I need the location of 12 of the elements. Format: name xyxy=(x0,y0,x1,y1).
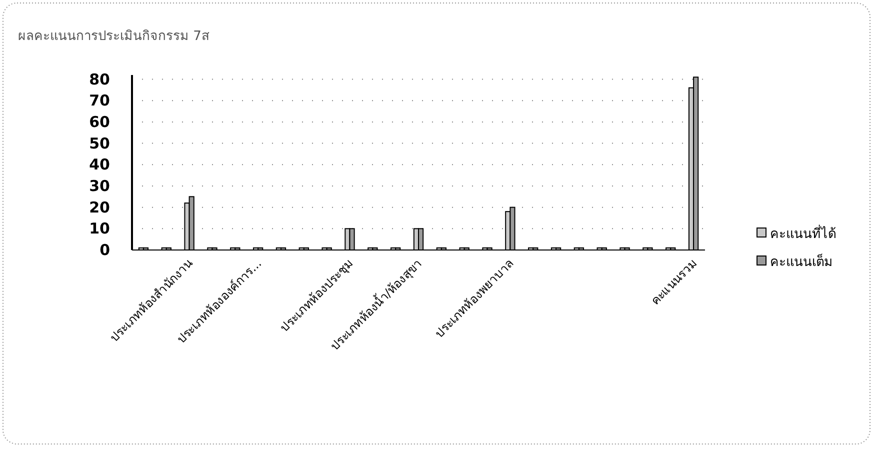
y-tick-label: 70 xyxy=(89,92,110,110)
y-tick-label: 30 xyxy=(89,176,110,195)
y-tick-label: 50 xyxy=(89,134,110,152)
y-tick-label: 10 xyxy=(89,220,110,238)
chart-title: ผลคะแนนการประเมินกิจกรรม 7ส xyxy=(18,29,210,44)
y-tick-label: 20 xyxy=(89,198,110,216)
legend-label: คะแนนเต็ม xyxy=(770,252,833,270)
legend-label: คะแนนที่ได้ xyxy=(770,225,836,242)
y-tick-label: 60 xyxy=(89,112,110,131)
y-tick-label: 40 xyxy=(89,156,110,174)
y-tick-label: 0 xyxy=(100,241,110,259)
y-tick-label: 80 xyxy=(89,70,110,88)
